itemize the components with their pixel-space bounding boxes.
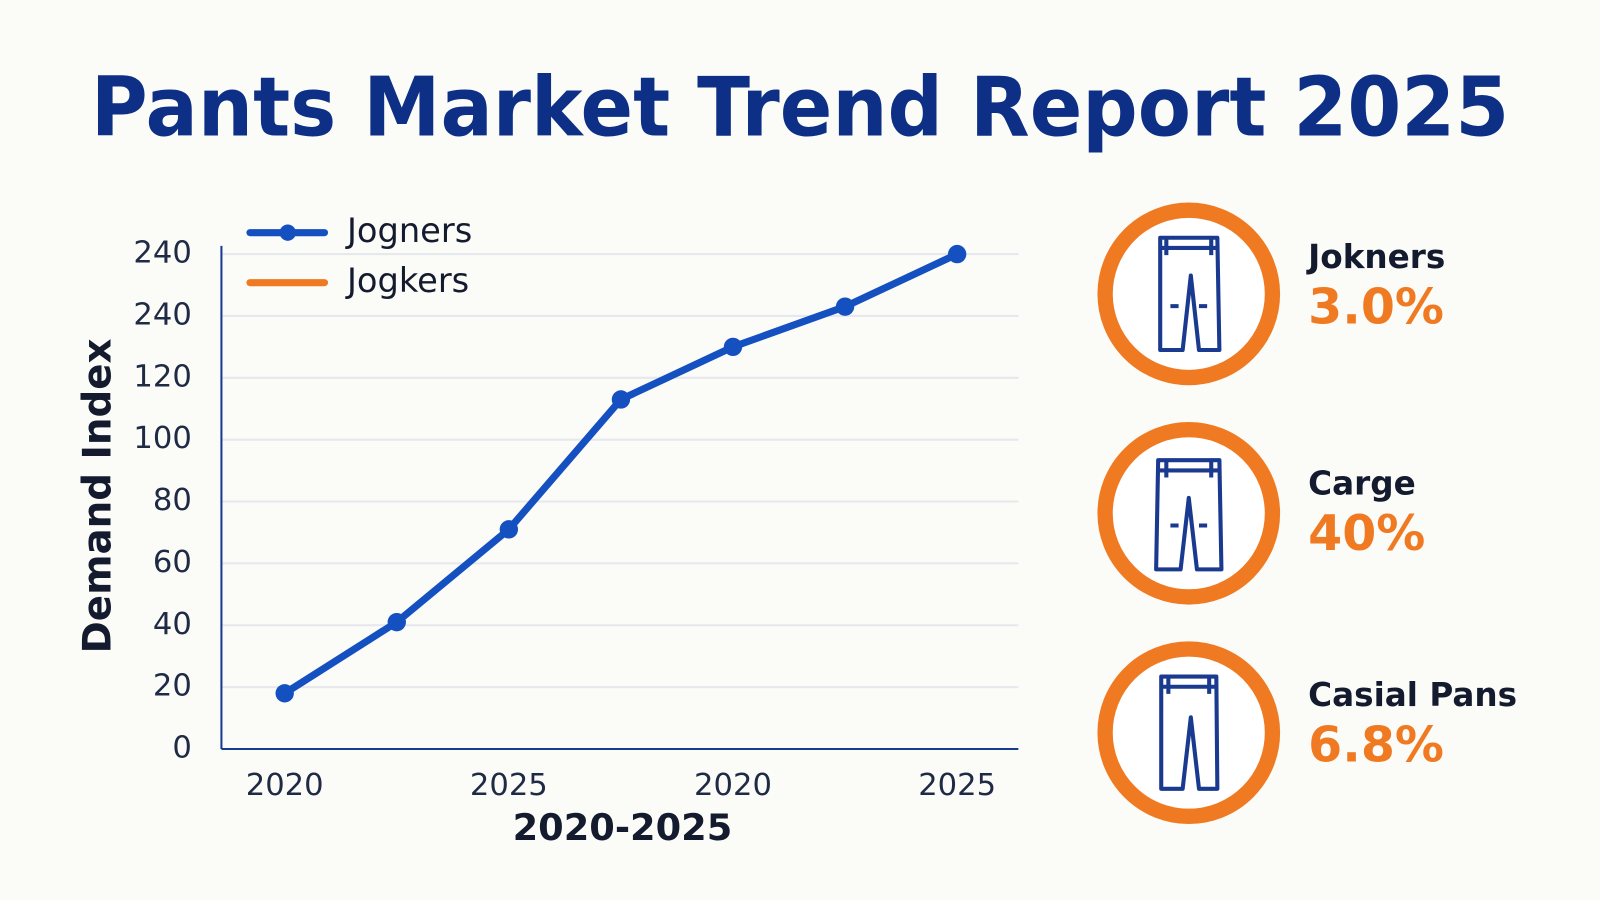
y-tick-label: 20 (153, 669, 192, 704)
y-tick-label: 40 (153, 607, 192, 642)
legend-label: Jogners (345, 211, 472, 250)
y-tick-label: 60 (153, 545, 192, 580)
legend-marker (279, 224, 296, 241)
highlight-value: 3.0% (1308, 279, 1444, 336)
y-axis-label: Demand Index (75, 338, 120, 653)
y-tick-label: 120 (133, 359, 191, 394)
y-tick-label: 0 (172, 730, 191, 765)
data-point (275, 684, 294, 703)
x-tick-label: 2025 (470, 768, 548, 803)
y-tick-label: 240 (133, 236, 191, 271)
data-point (835, 297, 855, 316)
highlight-label: Jokners (1306, 238, 1445, 276)
y-tick-label: 100 (133, 421, 191, 456)
legend-label: Jogkers (345, 261, 469, 300)
highlight-label: Carge (1308, 465, 1416, 503)
data-point (611, 390, 631, 409)
data-point (723, 337, 743, 357)
highlight-icons (1097, 202, 1281, 824)
chart-title: Pants Market Trend Report 2025 (91, 61, 1509, 156)
pants-badge (1097, 421, 1281, 605)
highlight-value: 40% (1308, 505, 1425, 562)
x-tick-label: 2025 (918, 768, 996, 803)
data-point (499, 520, 519, 539)
x-axis-label: 2020-2025 (513, 806, 733, 849)
data-point (387, 612, 406, 632)
y-tick-label: 80 (153, 483, 192, 518)
highlight-value: 6.8% (1308, 716, 1444, 773)
x-tick-label: 2020 (246, 768, 324, 803)
y-tick-label: 240 (133, 297, 191, 332)
x-tick-label: 2020 (694, 768, 772, 803)
pants-badge (1097, 641, 1281, 824)
pants-badge (1097, 202, 1281, 386)
data-point (947, 244, 967, 264)
highlight-label: Casial Pans (1308, 676, 1517, 714)
